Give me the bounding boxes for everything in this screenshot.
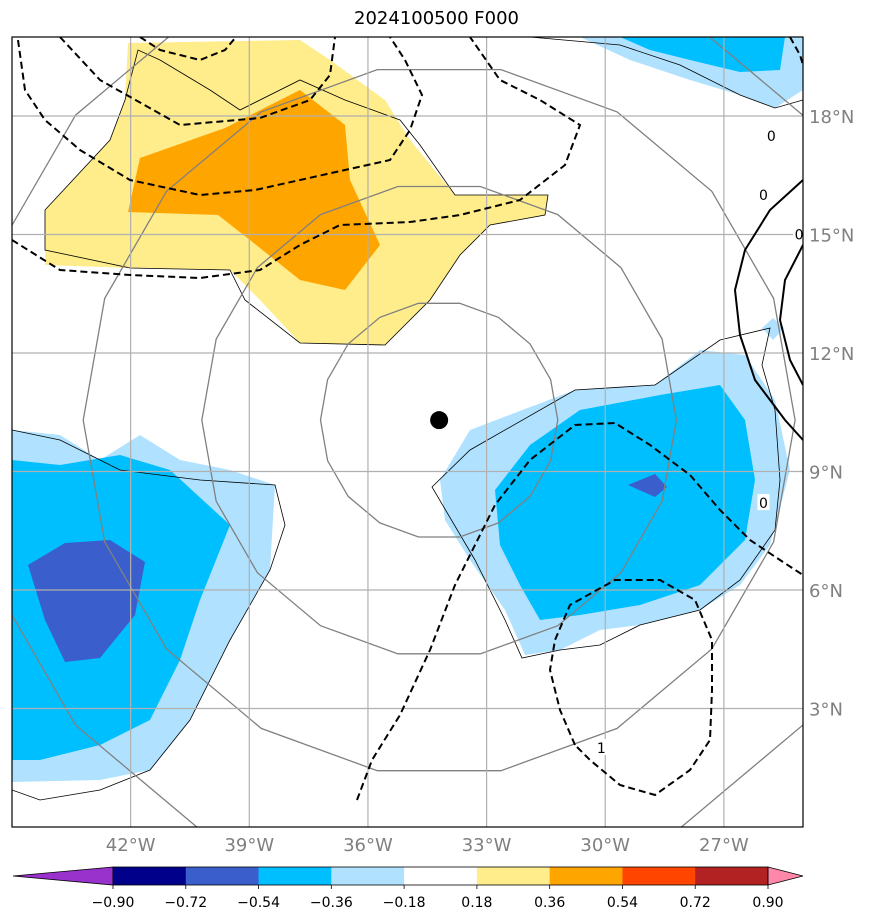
range-ring-0 <box>319 302 559 538</box>
colorbar-tick-label: −0.36 <box>310 895 353 911</box>
colorbar-segment <box>549 867 623 885</box>
contour-label-bg <box>765 126 778 143</box>
colorbar-outline <box>112 866 769 886</box>
colorbar-tick-label: −0.72 <box>164 895 207 911</box>
colorbar-tick-label: −0.54 <box>237 895 280 911</box>
colorbar-tick-label: 0.72 <box>680 895 711 911</box>
colorbar: −0.90 −0.72 −0.54 −0.36 −0.18 0.18 0.36 0.54 0.7… <box>12 866 804 911</box>
contour-label-bg <box>793 225 806 242</box>
colorbar-segment <box>622 867 696 885</box>
contour-lines <box>12 37 803 801</box>
thin-boundary-lines <box>12 37 803 801</box>
contour-label: 0 <box>795 228 804 244</box>
colorbar-tick-label: 0.90 <box>752 895 783 911</box>
colorbar-tick-label: 0.54 <box>607 895 638 911</box>
contour-label: 0 <box>759 188 768 204</box>
positive-region-054 <box>128 90 380 290</box>
range-rings <box>12 37 803 827</box>
lon-tick-label: 27°W <box>699 835 749 856</box>
chart-title: 2024100500 F000 <box>354 8 519 29</box>
contour-label-bg <box>757 494 770 511</box>
map-frame <box>11 36 804 828</box>
colorbar-tick-label: −0.18 <box>383 895 426 911</box>
lat-tick-label: 18°N <box>809 107 854 128</box>
colorbar-segment <box>476 867 551 885</box>
lon-tick-label: 36°W <box>343 835 393 856</box>
negative-region-054-east <box>628 474 667 497</box>
colorbar-segment <box>331 867 405 885</box>
contour-label: 0 <box>767 129 776 145</box>
lon-tick-label: 42°W <box>106 835 156 856</box>
range-ring-2 <box>82 68 796 772</box>
negative-region-036-ne <box>620 37 785 72</box>
storm-center-marker <box>430 411 449 430</box>
contour-label: 0 <box>759 496 768 512</box>
latitude-tick-labels: 3°N 6°N 9°N 12°N 15°N 18°N <box>809 107 854 721</box>
colorbar-extend-high <box>767 866 804 886</box>
colorbar-tick-label: 0.36 <box>534 895 565 911</box>
lon-tick-label: 33°W <box>462 835 512 856</box>
colorbar-tick-label: −0.90 <box>92 895 135 911</box>
contour-label-bg <box>595 739 608 755</box>
lon-tick-label: 39°W <box>224 835 274 856</box>
lat-tick-label: 12°N <box>809 344 854 365</box>
contour-label: 1 <box>597 741 606 757</box>
negative-region-054-west <box>28 540 145 662</box>
colorbar-segment <box>113 867 187 885</box>
lat-tick-label: 3°N <box>809 700 843 721</box>
range-ring-1 <box>201 185 678 655</box>
longitude-tick-labels: 42°W 39°W 36°W 33°W 30°W 27°W <box>106 835 749 856</box>
colorbar-segment <box>258 867 332 885</box>
colorbar-extend-low <box>12 866 114 886</box>
negative-region-036-east <box>495 385 755 620</box>
contour-label-bg <box>757 186 770 202</box>
lat-tick-label: 9°N <box>809 463 843 484</box>
lon-tick-label: 30°W <box>580 835 630 856</box>
contour-labels: 0 0 0 0 1 <box>595 126 806 757</box>
colorbar-tick-label: 0.18 <box>461 895 492 911</box>
gridlines <box>12 37 803 827</box>
colorbar-segment <box>404 867 478 885</box>
colorbar-segment <box>185 867 260 885</box>
lat-tick-label: 15°N <box>809 226 854 247</box>
colorbar-segment <box>695 867 769 885</box>
lat-tick-label: 6°N <box>809 581 843 602</box>
